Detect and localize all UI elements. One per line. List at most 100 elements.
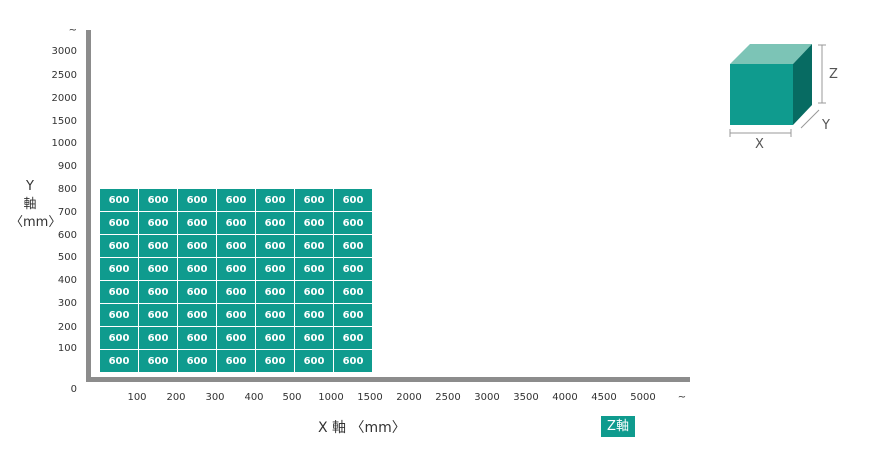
x-tick: 2000 bbox=[396, 392, 422, 403]
cube-z-label: Z bbox=[829, 67, 838, 82]
y-tick: 2000 bbox=[51, 93, 77, 104]
y-axis-label-letter: Y bbox=[26, 179, 34, 194]
grid-cell: 600 bbox=[217, 235, 255, 257]
x-tick: 3500 bbox=[513, 392, 539, 403]
grid-cell: 600 bbox=[178, 235, 216, 257]
grid-cell: 600 bbox=[100, 235, 138, 257]
grid-cell: 600 bbox=[295, 350, 333, 372]
grid-cell: 600 bbox=[217, 258, 255, 280]
grid-cell: 600 bbox=[334, 258, 372, 280]
grid-cell: 600 bbox=[256, 212, 294, 234]
x-axis-label: X 軸 〈mm〉 bbox=[318, 420, 406, 436]
grid-cell: 600 bbox=[139, 304, 177, 326]
grid-cell: 600 bbox=[100, 327, 138, 349]
grid-cell: 600 bbox=[295, 304, 333, 326]
cube-y-label: Y bbox=[822, 118, 830, 133]
y-tick: 2500 bbox=[51, 70, 77, 81]
y-tick: 800 bbox=[57, 184, 77, 195]
grid-cell: 600 bbox=[256, 327, 294, 349]
grid-cell: 600 bbox=[217, 304, 255, 326]
grid-cell: 600 bbox=[256, 281, 294, 303]
x-tick: 2500 bbox=[435, 392, 461, 403]
grid-cell: 600 bbox=[217, 212, 255, 234]
grid-cell: 600 bbox=[256, 235, 294, 257]
grid-cell: 600 bbox=[178, 258, 216, 280]
grid-cell: 600 bbox=[217, 281, 255, 303]
y-axis-label-unit: 〈mm〉 bbox=[10, 215, 62, 230]
grid-cell: 600 bbox=[139, 235, 177, 257]
grid-cell: 600 bbox=[217, 189, 255, 211]
cube-side-face bbox=[793, 44, 812, 125]
grid-cell: 600 bbox=[295, 189, 333, 211]
grid-cell: 600 bbox=[256, 258, 294, 280]
cube-x-label: X bbox=[755, 137, 764, 152]
y-dimension-line bbox=[800, 109, 820, 129]
grid-cell: 600 bbox=[178, 212, 216, 234]
y-tick: 3000 bbox=[51, 46, 77, 57]
grid-cell: 600 bbox=[217, 350, 255, 372]
y-tick: 1500 bbox=[51, 116, 77, 127]
grid-cell: 600 bbox=[139, 258, 177, 280]
grid-cell: 600 bbox=[178, 350, 216, 372]
grid-cell: 600 bbox=[139, 189, 177, 211]
grid-cell: 600 bbox=[178, 281, 216, 303]
grid-cell: 600 bbox=[100, 212, 138, 234]
y-axis-label: Y 軸 〈mm〉 bbox=[10, 178, 62, 232]
x-tick: 200 bbox=[166, 392, 186, 403]
grid-cell: 600 bbox=[334, 350, 372, 372]
x-tick: 500 bbox=[282, 392, 302, 403]
grid-cell: 600 bbox=[139, 281, 177, 303]
grid-cell: 600 bbox=[256, 304, 294, 326]
grid-cell: 600 bbox=[100, 258, 138, 280]
x-tick: 4000 bbox=[552, 392, 578, 403]
x-tick: 1000 bbox=[318, 392, 344, 403]
x-tick: ~ bbox=[677, 392, 687, 403]
y-tick: 200 bbox=[57, 322, 77, 333]
x-tick: 1500 bbox=[357, 392, 383, 403]
grid-cell: 600 bbox=[334, 304, 372, 326]
grid-cell: 600 bbox=[100, 189, 138, 211]
x-tick: 100 bbox=[127, 392, 147, 403]
grid-cell: 600 bbox=[217, 327, 255, 349]
grid-cell: 600 bbox=[178, 327, 216, 349]
grid-cell: 600 bbox=[295, 235, 333, 257]
y-tick: 900 bbox=[57, 161, 77, 172]
grid-cell: 600 bbox=[295, 212, 333, 234]
y-tick: 300 bbox=[57, 298, 77, 309]
z-axis-label: Z軸 bbox=[601, 416, 635, 437]
grid-cell: 600 bbox=[256, 189, 294, 211]
cube-front-face bbox=[730, 64, 793, 125]
grid-cell: 600 bbox=[334, 212, 372, 234]
grid-cell: 600 bbox=[100, 350, 138, 372]
grid-cell: 600 bbox=[178, 189, 216, 211]
grid-cell: 600 bbox=[100, 304, 138, 326]
x-tick: 4500 bbox=[591, 392, 617, 403]
grid-cell: 600 bbox=[295, 281, 333, 303]
grid-cell: 600 bbox=[334, 235, 372, 257]
y-tick: 700 bbox=[57, 207, 77, 218]
y-tick: 400 bbox=[57, 275, 77, 286]
grid-cell: 600 bbox=[334, 281, 372, 303]
y-axis-line bbox=[86, 30, 91, 381]
grid-cell: 600 bbox=[334, 189, 372, 211]
grid-cell: 600 bbox=[256, 350, 294, 372]
cube-top-face bbox=[730, 44, 812, 64]
x-tick: 300 bbox=[205, 392, 225, 403]
x-tick: 5000 bbox=[630, 392, 656, 403]
y-tick: 1000 bbox=[51, 138, 77, 149]
y-axis-label-word: 軸 bbox=[23, 197, 37, 212]
x-tick: 400 bbox=[244, 392, 264, 403]
cube-dimension-diagram bbox=[729, 44, 826, 137]
x-axis-line bbox=[86, 377, 690, 382]
origin-label: 0 bbox=[70, 384, 77, 395]
capacity-grid: 600 600 600 600 600 600 600 600 600 600 600 600 600 6… bbox=[100, 189, 372, 372]
grid-cell: 600 bbox=[100, 281, 138, 303]
grid-cell: 600 bbox=[139, 327, 177, 349]
x-tick: 3000 bbox=[474, 392, 500, 403]
y-tick: 600 bbox=[57, 230, 77, 241]
grid-cell: 600 bbox=[295, 327, 333, 349]
grid-cell: 600 bbox=[139, 350, 177, 372]
y-tick: 500 bbox=[57, 252, 77, 263]
y-tick: ~ bbox=[68, 25, 77, 36]
grid-cell: 600 bbox=[295, 258, 333, 280]
